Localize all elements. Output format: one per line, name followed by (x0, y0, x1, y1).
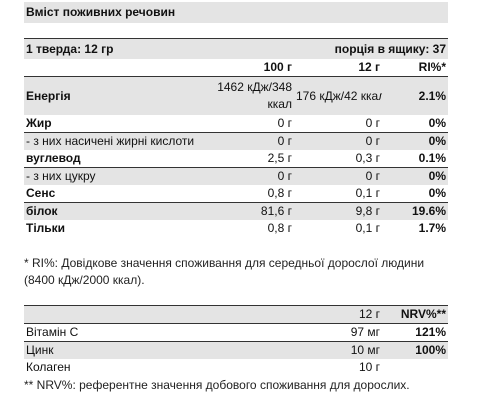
value-100g: 0 г (212, 115, 294, 133)
value-12g: 0,1 г (294, 185, 382, 203)
table-row-zinc: Цинк 10 мг 100% (24, 341, 448, 359)
ri-footnote: * RI%: Довідкове значення споживання для… (24, 256, 425, 287)
value-12g: 0 г (294, 115, 382, 133)
nutrient-name: - з них насичені жирні кислоти (24, 132, 212, 150)
nutrient-name: Енергія (24, 76, 212, 115)
nutrient-name: Цинк (24, 341, 294, 359)
vitamins-table: 12 г NRV%** Вітамін C 97 мг 121% Цинк 10… (24, 305, 448, 376)
value-nrv (382, 359, 448, 376)
nrv-footnote: ** NRV%: референтне значення добового сп… (24, 378, 410, 392)
value-12g: 0 г (294, 167, 382, 185)
value-100g: 81,6 г (212, 202, 294, 220)
nutrient-name: - з них цукру (24, 167, 212, 185)
header-nutrient (24, 305, 294, 324)
value-12g: 10 мг (294, 341, 382, 359)
value-100g: 0 г (212, 132, 294, 150)
header-per-12g: 12 г (294, 59, 382, 77)
value-ri: 0.1% (382, 150, 448, 168)
value-ri: 2.1% (382, 76, 448, 115)
table-row-collagen: Колаген 10 г (24, 359, 448, 376)
value-100g: 1462 кДж/348 ккал (212, 76, 294, 115)
value-12g: 0,1 г (355, 221, 380, 235)
header-ri: RI%* (382, 59, 448, 77)
value-100g: 0 г (212, 167, 294, 185)
header-per-12g: 12 г (294, 305, 382, 324)
nutrient-name: Жир (24, 115, 212, 133)
table-row-vitamin-c: Вітамін C 97 мг 121% (24, 323, 448, 342)
table-row-protein: білок 81,6 г 9,8 г 19.6% (24, 202, 448, 220)
value-12g: 9,8 г (294, 202, 382, 220)
header-nrv: NRV%** (382, 305, 448, 324)
header-per-100g: 100 г (212, 59, 294, 77)
nutrient-name: білок (24, 202, 212, 220)
serving-info-bar: 1 тверда: 12 гр порція в ящику: 37 (24, 38, 448, 59)
header-nutrient (24, 59, 212, 77)
value-ri: 0% (382, 167, 448, 185)
table-row-sugar: - з них цукру 0 г 0 г 0% (24, 167, 448, 185)
table-row-fiber: Сенс 0,8 г 0,1 г 0% (24, 185, 448, 203)
value-100g: 2,5 г (212, 150, 294, 168)
serving-size: 1 тверда: 12 гр (26, 42, 114, 56)
value-12g: 0 г (294, 132, 382, 150)
value-12g: 97 мг (294, 323, 382, 342)
table-row-energy: Енергія 1462 кДж/348 ккал 176 кДж/42 кка… (24, 76, 448, 115)
value-ri: 0% (382, 132, 448, 150)
nutrition-title: Вміст поживних речовин (24, 2, 448, 23)
value-ri: 19.6% (382, 202, 448, 220)
nutrient-name: Колаген (26, 360, 71, 374)
table-row-carbohydrate: вуглевод 2,5 г 0,3 г 0.1% (24, 150, 448, 168)
value-100g: 0,8 г (212, 185, 294, 203)
nutrient-name: вуглевод (24, 150, 212, 168)
table-row-fat: Жир 0 г 0 г 0% (24, 115, 448, 133)
value-ri: 0% (382, 185, 448, 203)
table-row-salt: Тільки 0,8 г 0,1 г 1.7% (24, 220, 448, 237)
value-nrv: 100% (382, 341, 448, 359)
value-12g: 10 г (358, 360, 380, 374)
value-ri: 1.7% (418, 221, 446, 235)
nutrient-name: Вітамін C (24, 323, 294, 342)
servings-per-box: порція в ящику: 37 (334, 42, 446, 56)
value-12g: 0,3 г (294, 150, 382, 168)
nutrition-table-header: 100 г 12 г RI%* (24, 59, 448, 77)
value-ri: 0% (382, 115, 448, 133)
table-row-saturated-fat: - з них насичені жирні кислоти 0 г 0 г 0… (24, 132, 448, 150)
value-nrv: 121% (382, 323, 448, 342)
nutrient-name: Сенс (24, 185, 212, 203)
vitamins-table-header: 12 г NRV%** (24, 305, 448, 324)
value-12g: 176 кДж/42 ккал (294, 76, 382, 115)
nutrient-name: Тільки (26, 221, 66, 235)
value-100g: 0,8 г (267, 221, 292, 235)
nutrition-table: 100 г 12 г RI%* Енергія 1462 кДж/348 кка… (24, 59, 448, 237)
